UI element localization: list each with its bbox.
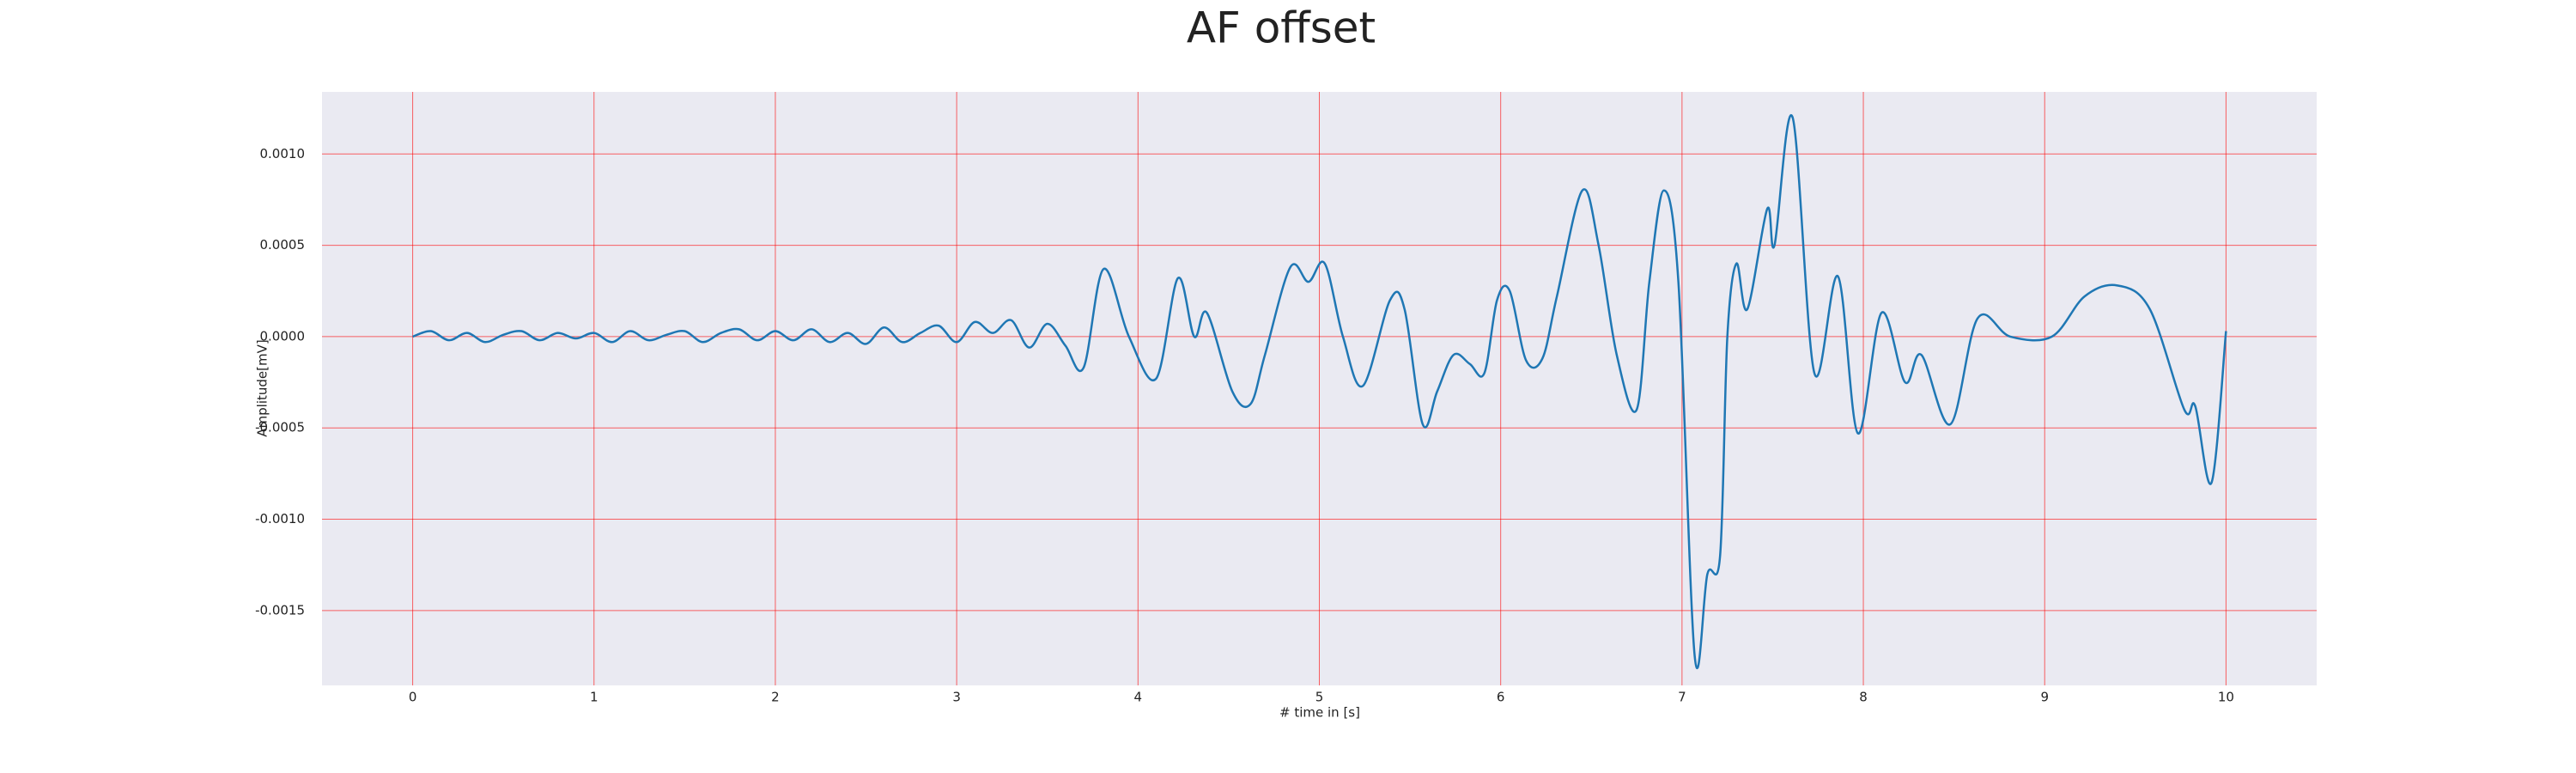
x-tick-label: 10	[2218, 690, 2234, 705]
x-tick-label: 5	[1315, 690, 1324, 705]
y-tick-label: -0.0010	[255, 511, 305, 526]
y-tick-label: 0.0000	[260, 328, 306, 344]
x-tick-label: 4	[1134, 690, 1143, 705]
x-tick-label: 6	[1497, 690, 1505, 705]
x-tick-label: 2	[771, 690, 780, 705]
y-tick-label: 0.0005	[260, 237, 306, 253]
x-tick-label: 9	[2040, 690, 2049, 705]
x-tick-label: 7	[1678, 690, 1686, 705]
y-tick-label: -0.0005	[255, 420, 305, 435]
x-axis-label: # time in [s]	[1279, 705, 1360, 721]
data-line	[412, 113, 2227, 669]
x-tick-label: 0	[409, 690, 417, 705]
y-axis-label: Amplitude[mV]	[255, 339, 270, 436]
x-tick-label: 8	[1859, 690, 1868, 705]
x-tick-label: 1	[590, 690, 598, 705]
x-tick-label: 3	[952, 690, 961, 705]
y-tick-label: -0.0015	[255, 602, 305, 618]
chart-title: AF offset	[1187, 3, 1376, 53]
y-tick-label: 0.0010	[260, 146, 306, 161]
